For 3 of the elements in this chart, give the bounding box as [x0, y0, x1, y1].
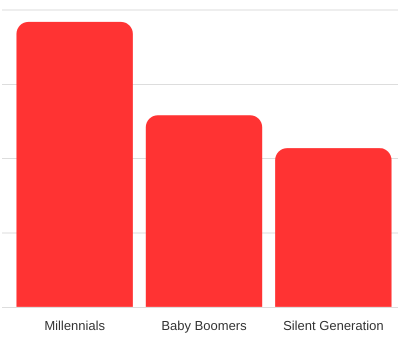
x-tick-label: Millennials: [44, 318, 106, 333]
x-tick-label: Silent Generation: [283, 318, 384, 333]
x-tick-label: Baby Boomers: [161, 318, 248, 333]
